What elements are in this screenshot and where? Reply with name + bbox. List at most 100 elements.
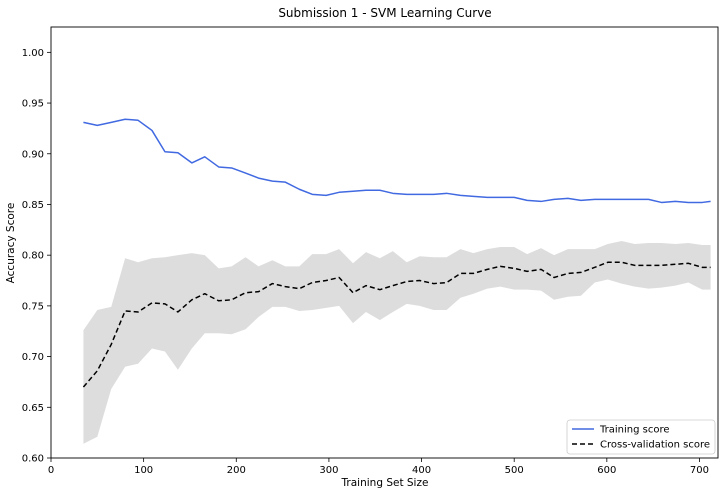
training-point bbox=[299, 189, 300, 190]
cross-validation-point bbox=[648, 265, 649, 266]
training-point bbox=[191, 162, 192, 163]
cross-validation-point bbox=[231, 299, 232, 300]
cross-validation-point bbox=[607, 262, 608, 263]
training-point bbox=[406, 194, 407, 195]
cross-validation-point bbox=[352, 292, 353, 293]
cross-validation-point bbox=[473, 273, 474, 274]
training-point bbox=[339, 192, 340, 193]
training-point bbox=[272, 181, 273, 182]
training-point bbox=[621, 199, 622, 200]
cross-validation-point bbox=[97, 370, 98, 371]
cross-validation-point bbox=[339, 277, 340, 278]
cross-validation-point bbox=[460, 273, 461, 274]
training-point bbox=[567, 198, 568, 199]
training-point bbox=[177, 152, 178, 153]
y-tick-label: 0.90 bbox=[22, 149, 44, 160]
cross-validation-point bbox=[661, 265, 662, 266]
training-point bbox=[137, 120, 138, 121]
training-points bbox=[83, 119, 711, 203]
training-point bbox=[702, 202, 703, 203]
training-point bbox=[594, 199, 595, 200]
cross-validation-point bbox=[487, 269, 488, 270]
y-axis-label: Accuracy Score bbox=[5, 203, 17, 284]
training-point bbox=[710, 201, 711, 202]
training-point bbox=[245, 172, 246, 173]
training-point bbox=[312, 194, 313, 195]
x-tick-label: 700 bbox=[690, 465, 709, 476]
cross-validation-point bbox=[111, 344, 112, 345]
cross-validation-point bbox=[446, 282, 447, 283]
y-tick-label: 0.95 bbox=[22, 99, 44, 110]
cross-validation-point bbox=[553, 277, 554, 278]
training-point bbox=[419, 194, 420, 195]
cross-validation-point bbox=[191, 299, 192, 300]
cross-validation-point bbox=[500, 266, 501, 267]
x-tick-label: 600 bbox=[597, 465, 616, 476]
cross-validation-point bbox=[621, 262, 622, 263]
training-point bbox=[164, 151, 165, 152]
cross-validation-point bbox=[137, 311, 138, 312]
training-point bbox=[688, 202, 689, 203]
cross-validation-point bbox=[164, 303, 165, 304]
y-tick-label: 0.65 bbox=[22, 403, 44, 414]
training-point bbox=[125, 119, 126, 120]
training-score-line bbox=[83, 118, 711, 204]
cross-validation-point bbox=[580, 272, 581, 273]
cross-validation-point bbox=[688, 263, 689, 264]
cross-validation-point bbox=[218, 300, 219, 301]
legend-box bbox=[566, 419, 716, 455]
training-point bbox=[97, 125, 98, 126]
training-point bbox=[352, 191, 353, 192]
cross-validation-point bbox=[527, 271, 528, 272]
cross-validation-point bbox=[540, 269, 541, 270]
training-point bbox=[446, 193, 447, 194]
series-layer bbox=[82, 118, 711, 388]
y-tick-label: 0.75 bbox=[22, 301, 44, 312]
training-point bbox=[111, 122, 112, 123]
cross-validation-point bbox=[419, 280, 420, 281]
training-point bbox=[527, 200, 528, 201]
x-tick-label: 200 bbox=[227, 465, 246, 476]
cross-validation-point bbox=[379, 289, 380, 290]
training-point bbox=[83, 122, 84, 123]
x-tick-label: 300 bbox=[319, 465, 338, 476]
cross-validation-point bbox=[299, 288, 300, 289]
cross-validation-point bbox=[272, 283, 273, 284]
cross-validation-point bbox=[258, 291, 259, 292]
training-point bbox=[231, 167, 232, 168]
cross-validation-point bbox=[514, 268, 515, 269]
y-tick-label: 0.60 bbox=[22, 454, 44, 465]
cross-validation-std-band bbox=[83, 240, 711, 444]
training-point bbox=[487, 197, 488, 198]
training-point bbox=[648, 199, 649, 200]
y-tick-label: 0.80 bbox=[22, 251, 44, 262]
cross-validation-point bbox=[245, 292, 246, 293]
training-point bbox=[540, 201, 541, 202]
x-axis-label: Training Set Size bbox=[341, 477, 429, 489]
cross-validation-point bbox=[285, 286, 286, 287]
training-point bbox=[634, 199, 635, 200]
training-point bbox=[285, 182, 286, 183]
cross-validation-point bbox=[312, 282, 313, 283]
training-point bbox=[661, 202, 662, 203]
training-point bbox=[326, 195, 327, 196]
cv-std-band-layer bbox=[83, 240, 711, 444]
training-point bbox=[204, 156, 205, 157]
cross-validation-point bbox=[392, 285, 393, 286]
training-point bbox=[460, 195, 461, 196]
cross-validation-point bbox=[204, 293, 205, 294]
cross-validation-point bbox=[83, 386, 84, 387]
training-point bbox=[392, 193, 393, 194]
cross-validation-point bbox=[702, 267, 703, 268]
training-point bbox=[500, 197, 501, 198]
y-axis: 0.60 0.65 0.70 0.75 0.80 0.85 0.90 0.95 1.00 bbox=[22, 48, 51, 465]
training-point bbox=[365, 190, 366, 191]
training-point bbox=[151, 130, 152, 131]
training-point bbox=[473, 196, 474, 197]
chart-title: Submission 1 - SVM Learning Curve bbox=[278, 6, 491, 20]
cross-validation-point bbox=[365, 285, 366, 286]
training-point bbox=[580, 200, 581, 201]
legend-label-training: Training score bbox=[599, 425, 670, 436]
training-point bbox=[258, 178, 259, 179]
